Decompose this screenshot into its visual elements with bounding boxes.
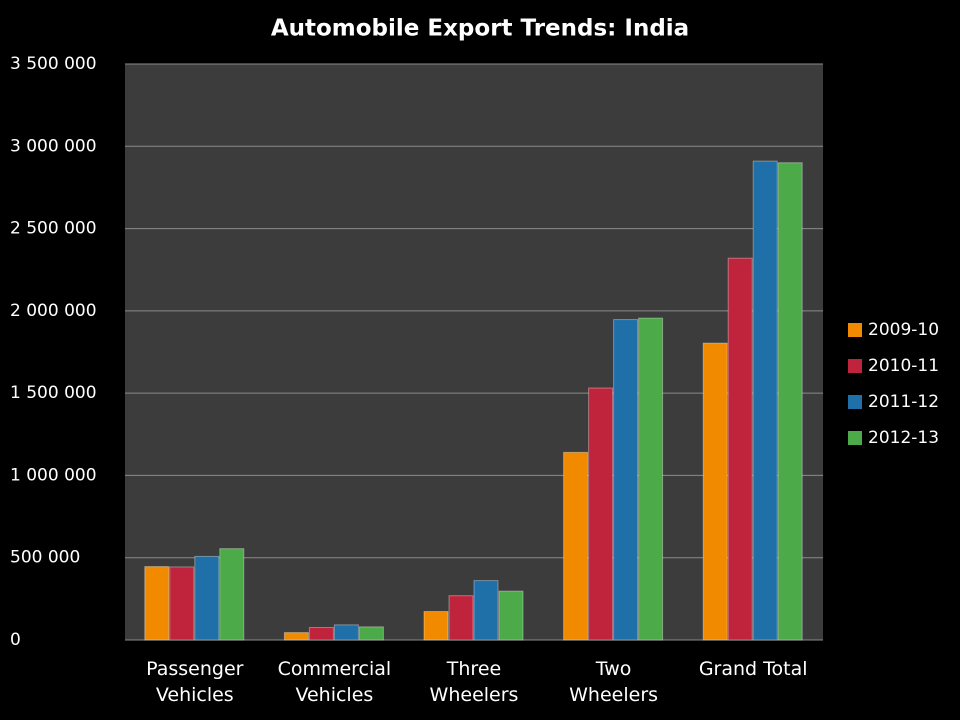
y-tick-label: 1 000 000: [10, 465, 97, 485]
y-tick-label: 0: [10, 630, 21, 650]
bar: [638, 317, 664, 641]
bar: [219, 548, 245, 641]
y-tick-label: 500 000: [10, 548, 80, 568]
bar: [358, 626, 384, 641]
bar: [752, 160, 778, 641]
legend-swatch: [848, 359, 862, 373]
y-tick-label: 2 000 000: [10, 301, 97, 321]
bar: [283, 632, 309, 641]
bar: [588, 387, 614, 641]
x-tick-label: Commercial Vehicles: [277, 658, 392, 706]
legend-swatch: [848, 395, 862, 409]
bar: [473, 580, 499, 641]
bar: [194, 555, 220, 641]
chart-title: Automobile Export Trends: India: [271, 16, 689, 42]
bar: [448, 595, 474, 641]
x-tick-label: Passenger Vehicles: [146, 658, 244, 706]
bar: [777, 162, 803, 641]
x-tick-label: Grand Total: [698, 658, 808, 680]
y-tick-label: 3 500 000: [10, 54, 97, 74]
legend-label: 2012-13: [868, 428, 939, 448]
bar: [727, 257, 753, 641]
bar: [702, 342, 728, 641]
legend-label: 2010-11: [868, 356, 939, 376]
x-tick-label: Three Wheelers: [429, 658, 519, 706]
bar: [169, 566, 195, 641]
bar: [563, 451, 589, 641]
bar: [308, 626, 334, 641]
bar: [144, 566, 170, 641]
bar: [613, 319, 639, 641]
y-tick-label: 3 000 000: [10, 136, 97, 156]
bar: [333, 624, 359, 641]
x-tick-label: Two Wheelers: [569, 658, 659, 706]
y-tick-label: 2 500 000: [10, 219, 97, 239]
legend-swatch: [848, 431, 862, 445]
y-tick-label: 1 500 000: [10, 383, 97, 403]
legend-label: 2011-12: [868, 392, 939, 412]
legend-label: 2009-10: [868, 320, 939, 340]
bar: [423, 611, 449, 641]
legend-swatch: [848, 323, 862, 337]
bar: [498, 590, 524, 641]
